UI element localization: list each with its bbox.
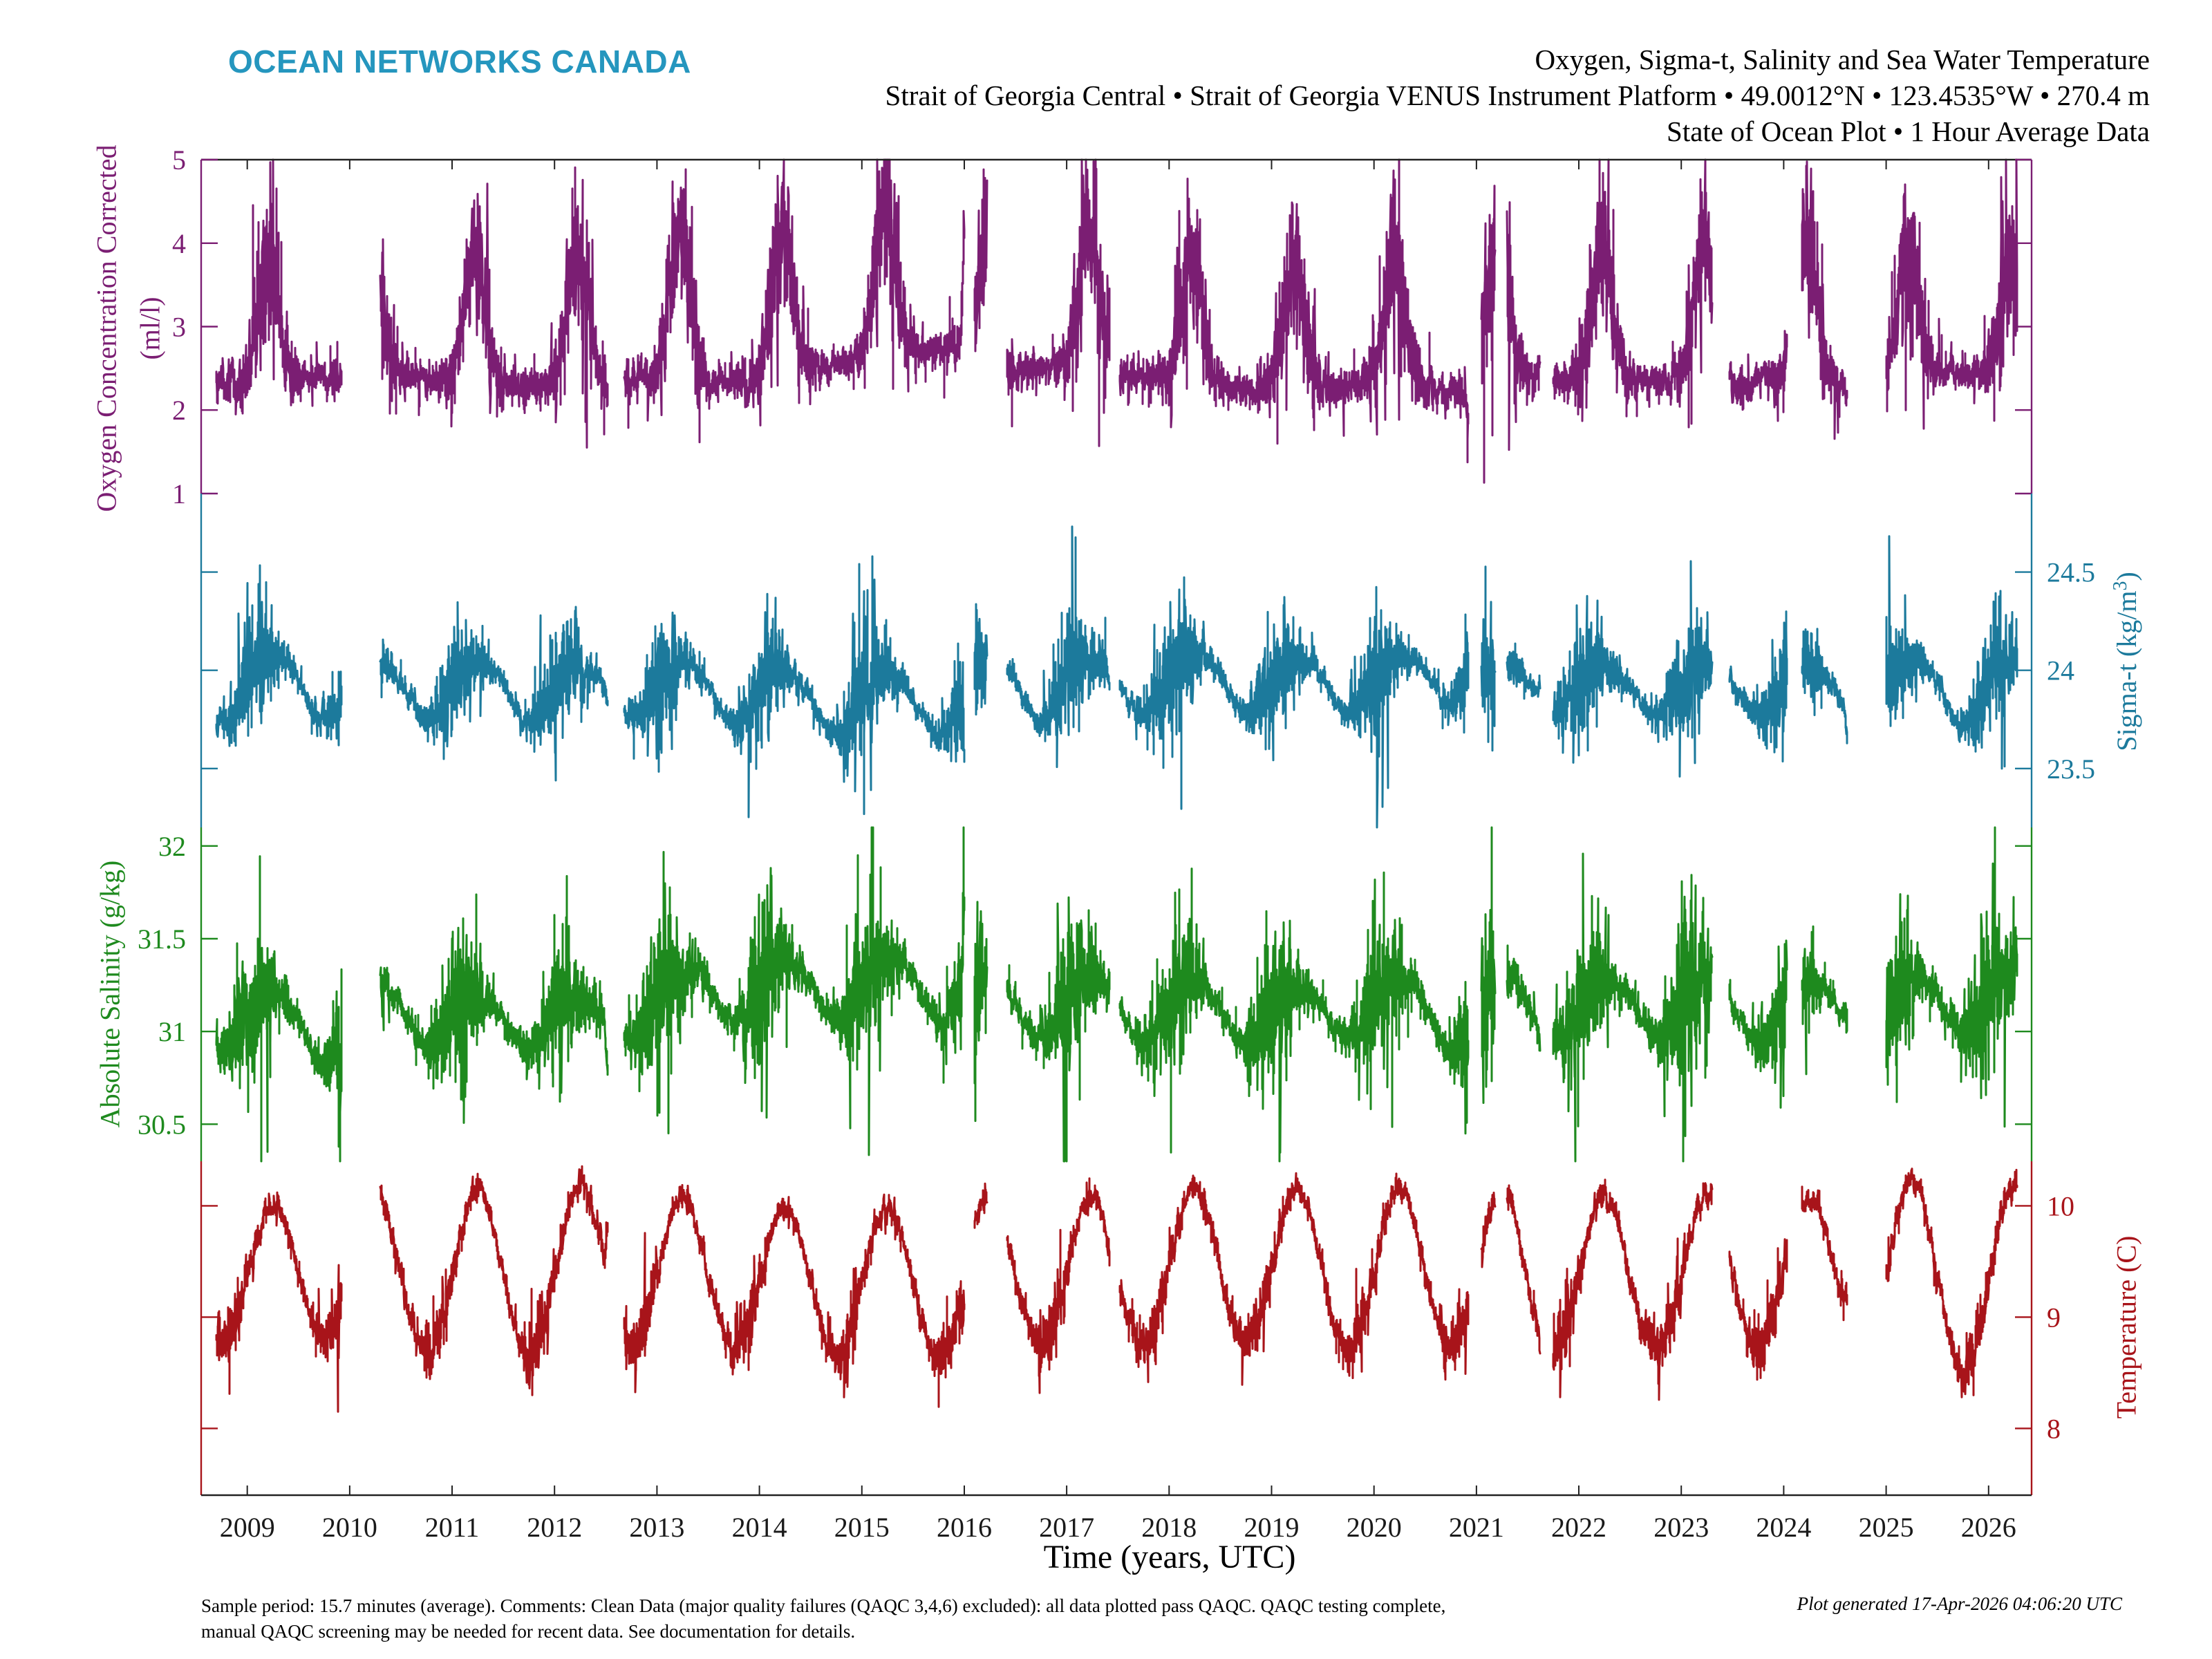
svg-text:24.5: 24.5 (2047, 557, 2095, 588)
svg-text:2022: 2022 (1551, 1512, 1606, 1543)
svg-text:2015: 2015 (834, 1512, 890, 1543)
svg-text:8: 8 (2047, 1413, 2061, 1444)
svg-text:2016: 2016 (937, 1512, 992, 1543)
svg-text:2011: 2011 (425, 1512, 480, 1543)
svg-text:31: 31 (158, 1016, 186, 1047)
svg-text:24: 24 (2047, 655, 2074, 686)
svg-text:2023: 2023 (1653, 1512, 1709, 1543)
svg-text:2010: 2010 (322, 1512, 377, 1543)
svg-text:2012: 2012 (527, 1512, 582, 1543)
svg-text:2024: 2024 (1756, 1512, 1811, 1543)
svg-text:2014: 2014 (732, 1512, 787, 1543)
svg-text:2009: 2009 (220, 1512, 275, 1543)
svg-text:2: 2 (172, 395, 186, 426)
svg-text:4: 4 (172, 228, 186, 259)
svg-text:2026: 2026 (1961, 1512, 2016, 1543)
svg-text:1: 1 (172, 478, 186, 509)
svg-text:10: 10 (2047, 1190, 2074, 1221)
svg-text:5: 5 (172, 144, 186, 176)
svg-text:2013: 2013 (629, 1512, 684, 1543)
svg-text:3: 3 (172, 312, 186, 343)
svg-text:32: 32 (158, 831, 186, 862)
svg-text:31.5: 31.5 (138, 924, 186, 955)
svg-text:2025: 2025 (1859, 1512, 1914, 1543)
svg-text:30.5: 30.5 (138, 1109, 186, 1140)
svg-text:9: 9 (2047, 1302, 2061, 1333)
svg-text:2020: 2020 (1347, 1512, 1402, 1543)
svg-text:2021: 2021 (1449, 1512, 1504, 1543)
svg-text:23.5: 23.5 (2047, 753, 2095, 785)
